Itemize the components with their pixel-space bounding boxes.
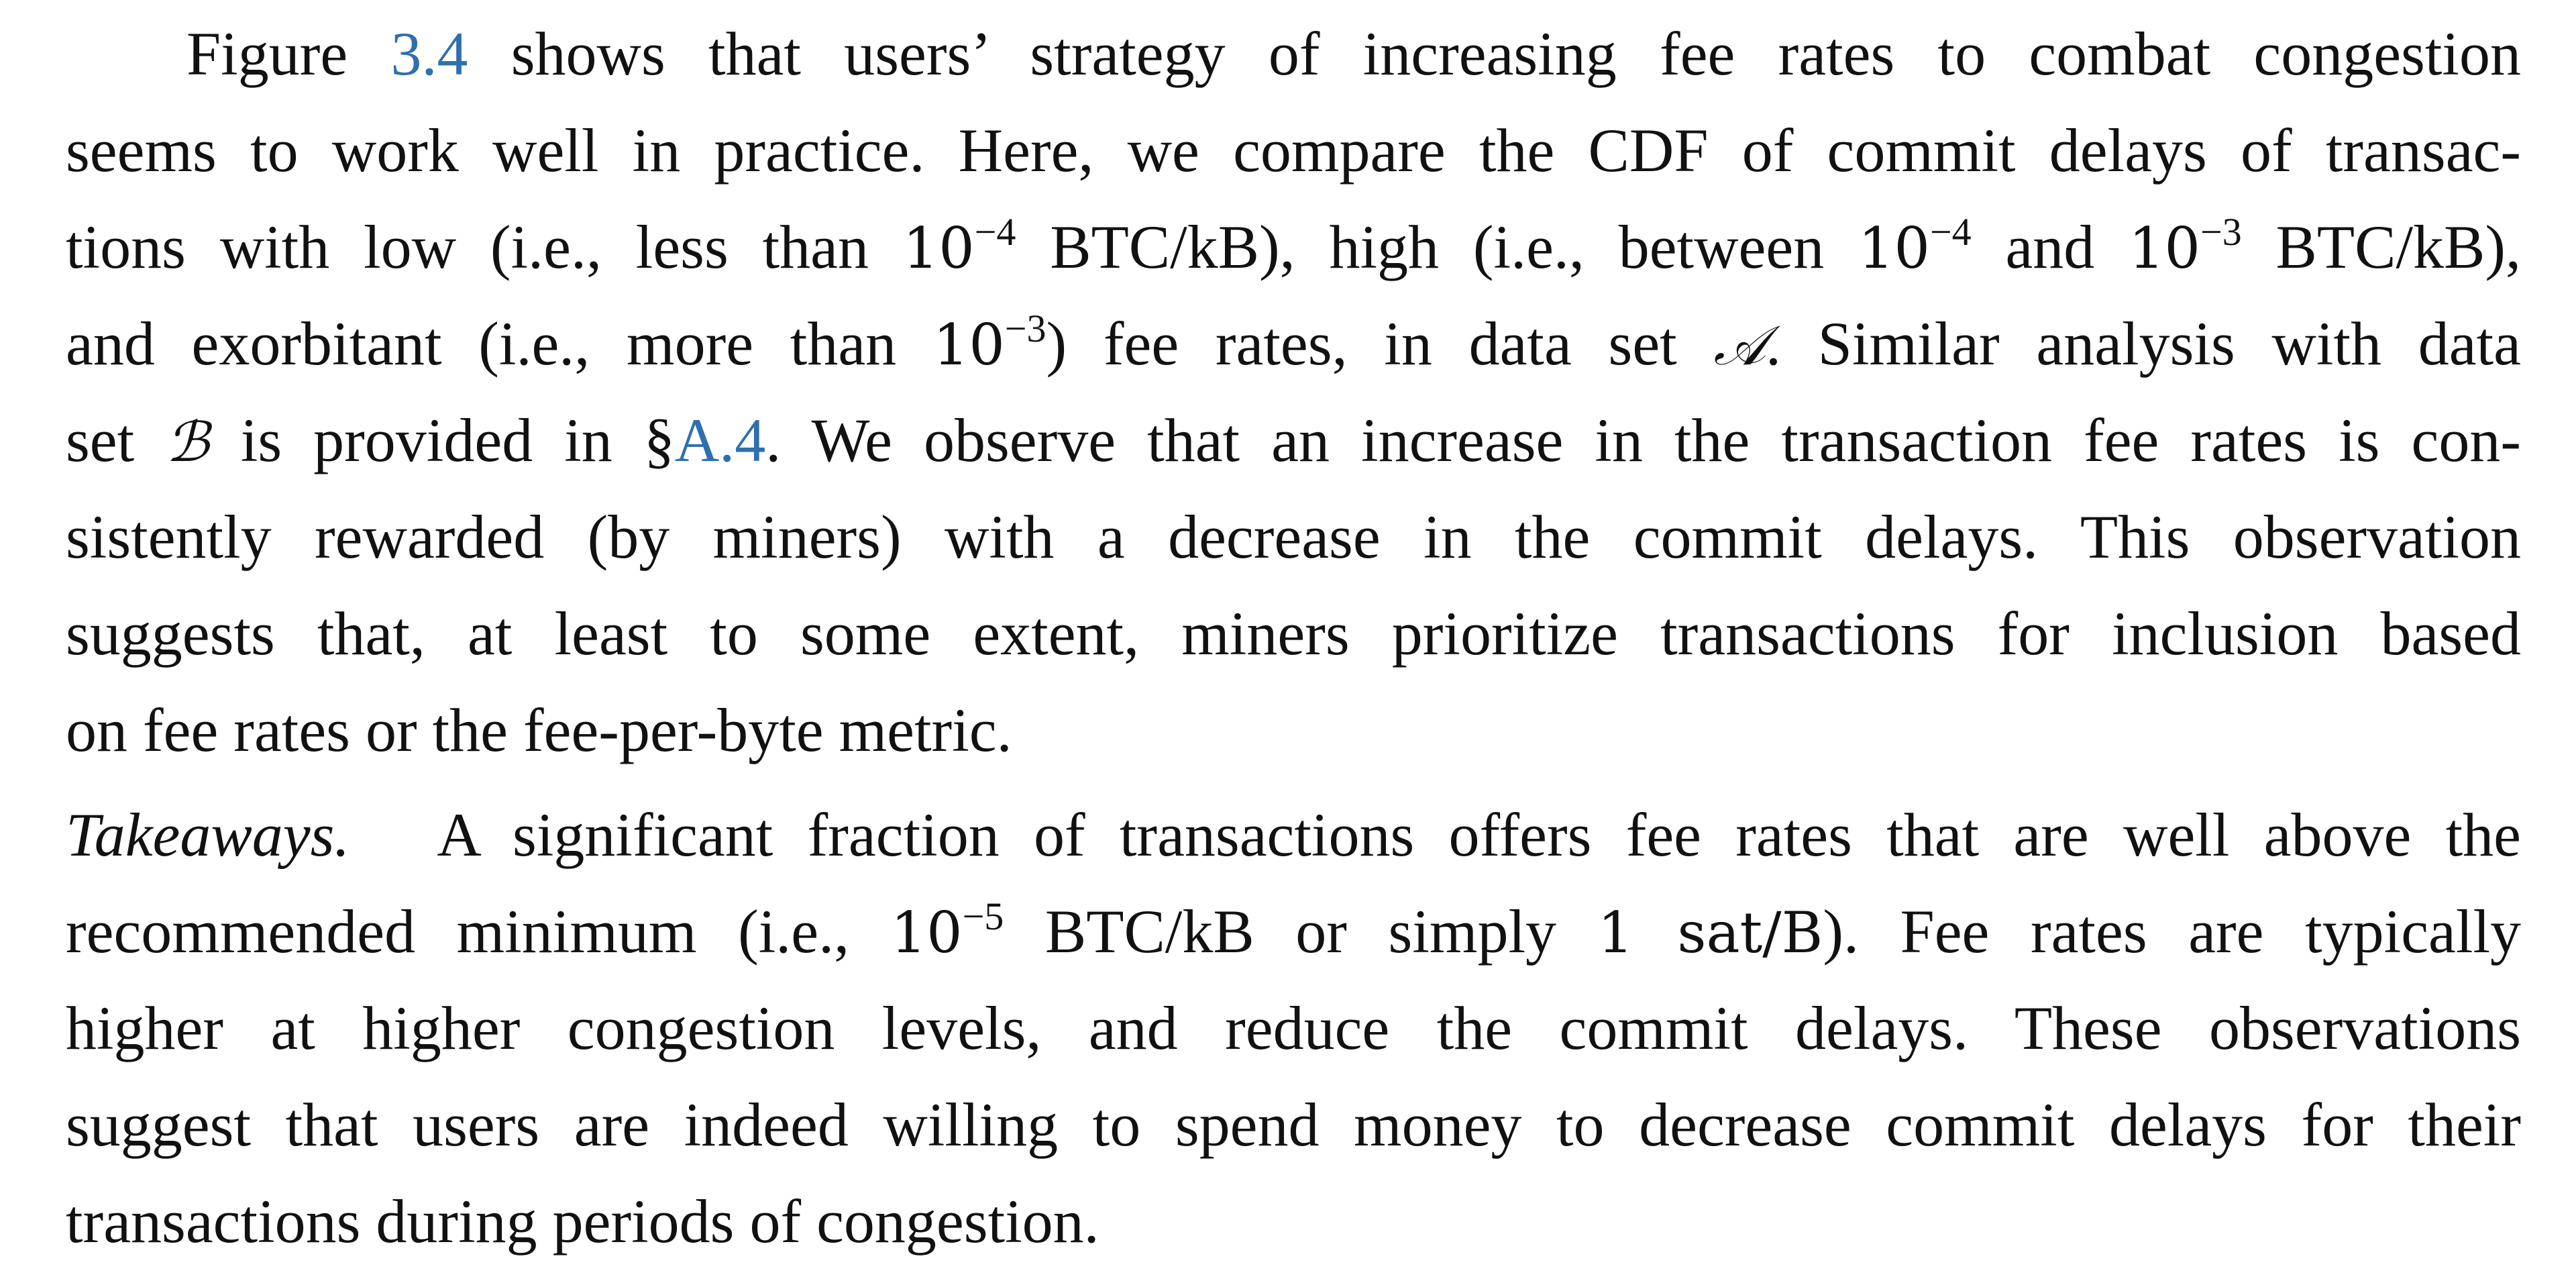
text-line: Takeaways. A significant fraction of tran… <box>66 786 2521 883</box>
text-line: and exorbitant (i.e., more than 10−3) fe… <box>66 295 2521 392</box>
math: ℬ <box>166 411 209 474</box>
text-line: seems to work well in practice. Here, we… <box>66 102 2521 199</box>
math: 10 <box>2129 215 2200 281</box>
text-line: Figure 3.4 shows that users’ strategy of… <box>66 5 2521 102</box>
exponent: −4 <box>1929 210 1972 254</box>
text: . Similar analysis with data <box>1766 309 2522 378</box>
text: is provided in § <box>209 406 675 474</box>
run-in-heading: Takeaways. <box>66 801 350 869</box>
math: 10 <box>902 215 975 281</box>
exponent: −4 <box>974 210 1016 254</box>
text: BTC/kB), high (i.e., between <box>1016 213 1859 281</box>
text: transactions during periods of congestio… <box>66 1187 1099 1256</box>
math: 𝒜 <box>1713 314 1766 378</box>
paragraph: Figure 3.4 shows that users’ strategy of… <box>66 5 2521 778</box>
text-line: sistently rewarded (by miners) with a de… <box>66 489 2521 585</box>
math: 10 <box>932 312 1005 378</box>
text: and <box>1971 213 2129 281</box>
text: set <box>66 406 166 474</box>
text: ). Fee rates are typically <box>1823 897 2521 966</box>
text: BTC/kB or simply <box>1004 897 1598 966</box>
text: and exorbitant (i.e., more than <box>66 309 933 378</box>
text-line: suggest that users are indeed willing to… <box>66 1076 2521 1173</box>
text: seems to work well in practice. Here, we… <box>66 116 2521 185</box>
math: 10 <box>1858 215 1930 281</box>
text: Figure <box>186 19 391 88</box>
text: suggests that, at least to some extent, … <box>66 599 2521 668</box>
text: suggest that users are indeed willing to… <box>66 1090 2521 1159</box>
text: higher at higher congestion levels, and … <box>66 994 2521 1062</box>
text: . We observe that an increase in the tra… <box>765 406 2521 474</box>
text-line: suggests that, at least to some extent, … <box>66 585 2521 682</box>
exponent: −5 <box>962 894 1004 938</box>
text-line: set ℬ is provided in §A.4. We observe th… <box>66 392 2521 489</box>
text-line: recommended minimum (i.e., 10−5 BTC/kB o… <box>66 883 2521 980</box>
text: BTC/kB), <box>2241 213 2522 281</box>
math: 10 <box>890 900 963 966</box>
text: sistently rewarded (by miners) with a de… <box>66 503 2521 571</box>
text: ) fee rates, in data set <box>1046 309 1714 378</box>
text-line: higher at higher congestion levels, and … <box>66 980 2521 1076</box>
exponent: −3 <box>2200 210 2242 254</box>
exponent: −3 <box>1004 307 1046 350</box>
text-line: transactions during periods of congestio… <box>66 1173 2521 1270</box>
text: tions with low (i.e., less than <box>66 213 903 281</box>
text: A significant fraction of transactions o… <box>437 801 2521 869</box>
section-link[interactable]: A.4 <box>674 406 766 474</box>
math: 1 sat/B <box>1597 900 1823 966</box>
document: Figure 3.4 shows that users’ strategy of… <box>66 5 2521 1270</box>
paragraph: Takeaways. A significant fraction of tran… <box>66 786 2521 1270</box>
text: on fee rates or the fee-per-byte metric. <box>66 696 1012 764</box>
text-line: on fee rates or the fee-per-byte metric. <box>66 682 2521 778</box>
text: recommended minimum (i.e., <box>66 897 891 966</box>
text-line: tions with low (i.e., less than 10−4 BTC… <box>66 199 2521 295</box>
figure-link[interactable]: 3.4 <box>390 19 468 88</box>
text: shows that users’ strategy of increasing… <box>468 19 2521 88</box>
